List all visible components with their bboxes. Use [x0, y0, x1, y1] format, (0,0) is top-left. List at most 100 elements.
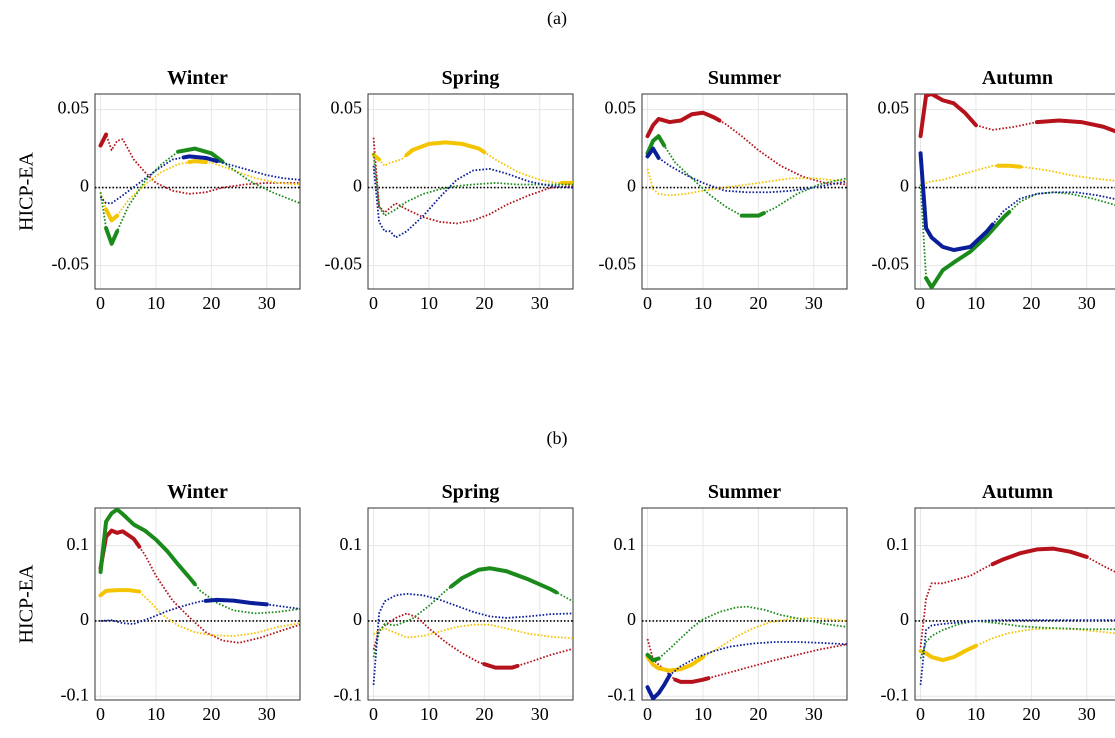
x-tick-label: 20	[1022, 293, 1040, 313]
x-tick-label: 30	[531, 704, 549, 724]
section-label: (a)	[547, 8, 567, 29]
x-tick-label: 10	[147, 293, 165, 313]
y-tick-label: 0	[900, 176, 909, 196]
x-tick-label: 20	[749, 293, 767, 313]
series-line-green	[372, 153, 573, 217]
significant-segment-red	[98, 132, 109, 148]
significant-segment-yellow	[187, 159, 208, 165]
significant-segment-green	[176, 146, 225, 164]
y-tick-label: -0.05	[872, 254, 910, 274]
x-tick-label: 30	[1078, 704, 1096, 724]
series-line-blue	[919, 619, 1115, 686]
x-tick-label: 0	[916, 293, 925, 313]
y-tick-label: 0	[353, 609, 362, 629]
panel-title: Spring	[442, 481, 500, 503]
panel-winter: 0 10 20 30 -0.05 0 0.05 Winter	[52, 67, 301, 313]
panel-title: Summer	[708, 67, 781, 89]
x-tick-label: 0	[643, 704, 652, 724]
series-line-red	[99, 529, 300, 644]
x-tick-label: 20	[1022, 704, 1040, 724]
y-tick-label: 0.05	[605, 98, 637, 118]
x-tick-label: 10	[694, 704, 712, 724]
significant-segment-red	[482, 662, 520, 670]
x-tick-label: 20	[202, 293, 220, 313]
y-tick-label: 0.05	[878, 98, 910, 118]
series-line-green	[919, 620, 1115, 659]
series-line-blue	[372, 592, 573, 686]
series-line-blue	[646, 147, 847, 194]
significant-segment-yellow	[918, 643, 978, 663]
significant-segment-green	[924, 210, 1012, 289]
significant-segment-blue	[645, 146, 661, 160]
significant-segment-green	[104, 226, 120, 246]
y-tick-label: 0	[627, 609, 636, 629]
panel-winter: 0 10 20 30 -0.1 0 0.1 Winter	[61, 481, 301, 724]
x-tick-label: 30	[805, 704, 823, 724]
y-tick-label: -0.05	[52, 254, 90, 274]
significant-segment-yellow	[371, 152, 382, 162]
series-line-red	[99, 133, 300, 195]
x-tick-label: 30	[258, 704, 276, 724]
series-line-yellow	[920, 627, 1115, 661]
x-tick-label: 0	[96, 293, 105, 313]
series-line-red	[919, 547, 1115, 648]
series-line-red	[372, 137, 573, 225]
significant-segment-yellow	[104, 207, 120, 223]
panel-title: Winter	[167, 67, 228, 89]
x-tick-label: 30	[258, 293, 276, 313]
x-tick-label: 0	[96, 704, 105, 724]
y-tick-label: 0.1	[614, 534, 637, 554]
axes-box	[94, 93, 301, 290]
series-line-green	[919, 184, 1115, 289]
series-line-yellow	[646, 168, 847, 197]
significant-segment-green	[645, 134, 667, 156]
y-tick-label: 0	[80, 609, 89, 629]
x-tick-label: 0	[369, 704, 378, 724]
panel-title: Autumn	[982, 67, 1053, 89]
x-tick-label: 10	[694, 293, 712, 313]
significant-segment-green	[739, 211, 766, 218]
panel-autumn: 0 10 20 30 -0.05 0 0.05 Autumn	[872, 67, 1115, 313]
x-tick-label: 0	[643, 293, 652, 313]
y-tick-label: 0.1	[887, 534, 910, 554]
axes-box	[94, 507, 301, 701]
section-label: (b)	[547, 428, 568, 449]
panel-spring: 0 10 20 30 -0.1 0 0.1 Spring	[334, 481, 574, 724]
y-tick-label: 0.1	[67, 534, 90, 554]
series-line-yellow	[99, 589, 300, 637]
x-tick-label: 20	[749, 704, 767, 724]
panel-title: Winter	[167, 481, 228, 503]
panel-summer: 0 10 20 30 -0.1 0 0.1 Summer	[608, 481, 848, 724]
x-tick-label: 20	[475, 293, 493, 313]
significant-segment-green	[449, 566, 559, 595]
panel-summer: 0 10 20 30 -0.05 0 0.05 Summer	[599, 67, 848, 313]
panel-title: Summer	[708, 481, 781, 503]
axes-box	[641, 507, 848, 701]
section-a: (a) HICP-EA 0 10 20 30 -0.05 0 0.05 Winter 0 10 20 30…	[16, 8, 1115, 313]
y-tick-label: 0	[900, 609, 909, 629]
significant-segment-red	[645, 110, 722, 139]
significant-segment-yellow	[996, 163, 1023, 169]
series-line-red	[646, 638, 847, 683]
significant-segment-yellow	[645, 655, 705, 673]
axes-box	[914, 507, 1115, 701]
x-tick-label: 0	[369, 293, 378, 313]
x-tick-label: 30	[1078, 293, 1096, 313]
y-axis-label: HICP-EA	[16, 152, 38, 231]
y-tick-label: -0.1	[608, 684, 637, 704]
x-tick-label: 30	[805, 293, 823, 313]
series-line-green	[646, 605, 847, 661]
x-tick-label: 20	[475, 704, 493, 724]
y-tick-label: -0.05	[599, 254, 637, 274]
section-b: (b) HICP-EA 0 10 20 30 -0.1 0 0.1 Winter 0 10 20 30 -0…	[16, 428, 1115, 724]
x-tick-label: 30	[531, 293, 549, 313]
y-tick-label: 0.1	[340, 534, 363, 554]
significant-segment-red	[1034, 118, 1115, 134]
y-tick-label: -0.05	[325, 254, 363, 274]
axes-box	[367, 93, 574, 290]
y-tick-label: 0.05	[58, 98, 90, 118]
significant-segment-blue	[918, 151, 995, 252]
y-tick-label: -0.1	[881, 684, 910, 704]
series-line-green	[646, 135, 847, 217]
